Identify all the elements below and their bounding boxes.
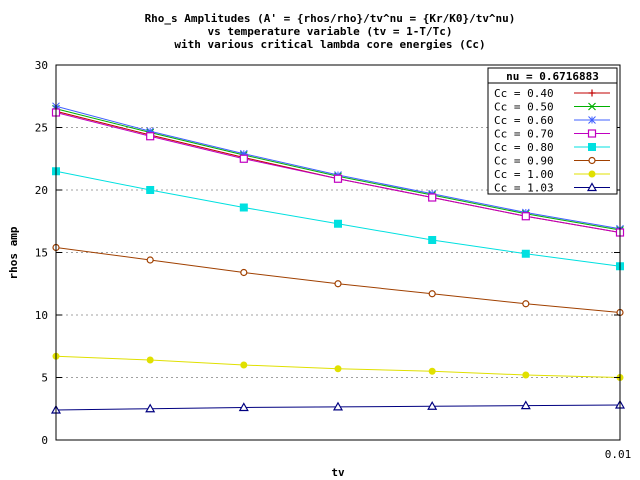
data-point [239, 203, 248, 212]
series-4 [52, 167, 624, 271]
y-tick-label: 25 [35, 122, 48, 135]
data-point [588, 143, 596, 151]
data-point [521, 212, 530, 221]
y-tick-label: 15 [35, 247, 48, 260]
data-point [522, 371, 530, 379]
data-point [521, 249, 530, 258]
title-line-1: Rho_s Amplitudes (A' = {rhos/rho}/tv^nu … [145, 12, 516, 25]
data-point [588, 156, 596, 165]
legend-entry-label: Cc = 0.60 [494, 114, 554, 127]
data-point [334, 280, 342, 288]
plot-frame [55, 64, 621, 441]
data-point [428, 367, 436, 375]
data-point [588, 89, 596, 97]
data-point [145, 403, 156, 413]
data-point [240, 268, 248, 277]
data-point [146, 127, 155, 136]
legend-entry-label: Cc = 0.90 [494, 155, 554, 168]
data-point [522, 300, 530, 308]
y-tick-label: 10 [35, 309, 48, 322]
data-point [586, 182, 598, 192]
series-7 [50, 399, 626, 414]
data-point [428, 193, 437, 202]
legend-entry-label: Cc = 0.80 [494, 141, 554, 154]
legend-entry-label: Cc = 1.03 [494, 182, 554, 195]
y-axis-label: rhos amp [7, 226, 20, 279]
y-tick-label: 20 [35, 184, 48, 197]
chart-title: Rho_s Amplitudes (A' = {rhos/rho}/tv^nu … [145, 12, 516, 51]
series-lines [50, 102, 626, 414]
title-line-3: with various critical lambda core energi… [174, 38, 485, 51]
data-point [240, 361, 248, 369]
data-point [146, 356, 154, 364]
legend-header: nu = 0.6716883 [506, 70, 599, 83]
data-point [428, 290, 436, 298]
series-6 [52, 352, 624, 381]
data-point [588, 170, 596, 178]
axis-ticks: 0 5 10 15 20 25 30 0.01 [35, 59, 632, 461]
legend-entry-label: Cc = 0.50 [494, 101, 554, 114]
data-point [588, 116, 596, 124]
data-point [427, 401, 438, 410]
series-line [55, 247, 621, 313]
data-point [239, 154, 248, 163]
y-tick-label: 30 [35, 59, 48, 72]
legend-entry-label: Cc = 1.00 [494, 168, 554, 181]
data-point [520, 400, 531, 410]
y-tick-label: 5 [41, 372, 48, 385]
data-point [146, 132, 155, 141]
x-axis-label: tv [331, 466, 345, 479]
legend-entry-label: Cc = 0.40 [494, 87, 554, 100]
data-point [334, 365, 342, 373]
data-point [333, 174, 343, 183]
data-point [334, 219, 342, 228]
legend-entry-label: Cc = 0.70 [494, 128, 554, 141]
series-5 [52, 243, 624, 317]
data-point [146, 256, 154, 264]
data-point [587, 129, 597, 138]
data-point [588, 102, 596, 111]
x-tick-label: 0.01 [605, 448, 632, 461]
data-point [238, 402, 249, 412]
data-point [428, 236, 437, 244]
title-line-2: vs temperature variable (tv = 1-T/Tc) [207, 25, 452, 38]
data-point [146, 186, 155, 194]
y-tick-label: 0 [41, 434, 48, 447]
data-point [239, 149, 248, 158]
data-point [332, 401, 344, 411]
